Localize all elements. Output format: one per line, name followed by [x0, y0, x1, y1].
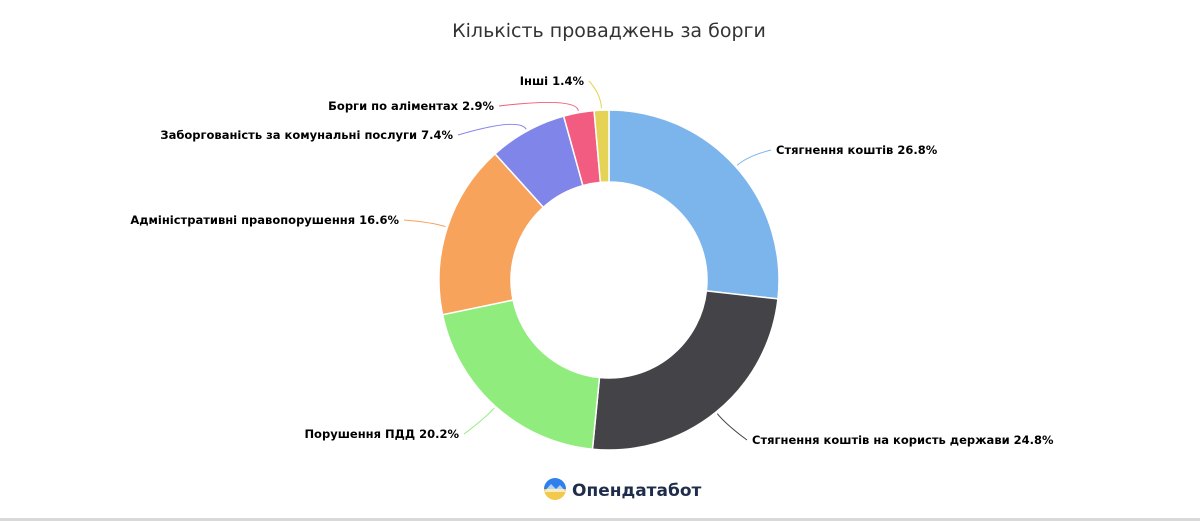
- connector-5: [498, 101, 579, 111]
- slice-1[interactable]: [591, 290, 779, 451]
- slice-labels: Стягнення коштів 26.8% Стягнення коштів н…: [130, 74, 1054, 447]
- slice-label-3: Адміністративні правопорушення 16.6%: [130, 213, 399, 227]
- slice-6[interactable]: [593, 109, 610, 184]
- slice-0[interactable]: [608, 109, 780, 300]
- slice-label-1: Стягнення коштів на користь держави 24.8…: [752, 433, 1054, 447]
- connector-2: [463, 407, 495, 435]
- slice-label-6: Інші 1.4%: [520, 74, 585, 88]
- slice-label-4: Заборгованість за комунальні послуги 7.4…: [160, 128, 453, 142]
- logo-text: Опендатабот: [572, 481, 702, 501]
- connector-4: [457, 123, 527, 136]
- chart-title: Кількість проваджень за борги: [452, 20, 766, 42]
- slice-label-0: Стягнення коштів 26.8%: [776, 143, 938, 157]
- donut-slices: [438, 109, 780, 451]
- slice-label-2: Порушення ПДД 20.2%: [304, 427, 459, 441]
- connector-6: [588, 80, 602, 109]
- bottom-divider: [0, 518, 1200, 521]
- slice-2[interactable]: [441, 299, 601, 451]
- opendatabot-logo: Опендатабот: [544, 478, 702, 501]
- label-connectors: [403, 80, 772, 441]
- slice-label-5: Борги по аліментах 2.9%: [328, 99, 494, 113]
- opendatabot-logo-icon: [544, 478, 566, 500]
- connector-1: [716, 413, 748, 441]
- connector-0: [736, 149, 772, 166]
- connector-3: [403, 219, 446, 228]
